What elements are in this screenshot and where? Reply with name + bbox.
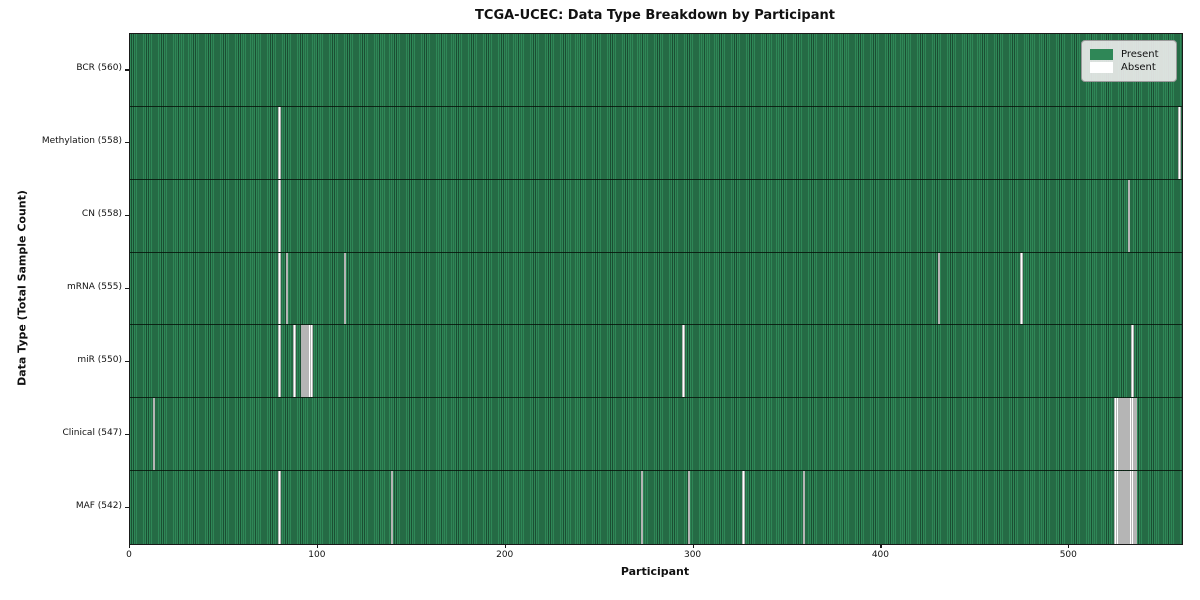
absent-cell xyxy=(1133,471,1136,544)
heatmap-row-clinical xyxy=(130,398,1182,472)
absent-cell xyxy=(285,252,289,325)
y-tick-label-mrna: mRNA (555) xyxy=(67,282,122,292)
y-tick-mark xyxy=(125,506,129,508)
y-tick-mark xyxy=(125,215,129,217)
absent-cell xyxy=(1131,325,1134,398)
absent-cell xyxy=(1118,398,1121,471)
heatmap-row-bcr xyxy=(130,34,1182,107)
absent-cell xyxy=(306,325,309,398)
absent-cell xyxy=(742,471,745,544)
absent-cell xyxy=(1120,471,1123,544)
absent-cell xyxy=(1118,471,1121,544)
x-tick-label: 400 xyxy=(871,550,890,560)
absent-swatch-icon xyxy=(1090,62,1113,73)
x-tick-mark xyxy=(504,544,506,548)
x-tick-label: 500 xyxy=(1059,550,1077,560)
x-axis-label: Participant xyxy=(620,565,690,578)
absent-cell xyxy=(1131,471,1134,544)
absent-cell xyxy=(1120,398,1123,471)
absent-cell xyxy=(640,471,644,544)
absent-cell xyxy=(1114,398,1117,471)
heatmap-row-mir xyxy=(130,325,1182,399)
chart-title: TCGA-UCEC: Data Type Breakdown by Partic… xyxy=(475,8,835,23)
x-tick-label: 0 xyxy=(126,550,132,560)
absent-cell xyxy=(278,252,281,325)
absent-cell xyxy=(937,252,941,325)
absent-cell xyxy=(344,252,347,325)
x-tick-mark xyxy=(1068,544,1070,548)
absent-cell xyxy=(278,106,281,179)
heatmap-row-cn xyxy=(130,179,1182,253)
absent-cell xyxy=(1127,471,1130,544)
absent-cell xyxy=(278,179,281,252)
absent-cell xyxy=(1121,471,1125,544)
absent-cell xyxy=(1125,471,1128,544)
absent-cell xyxy=(1116,398,1119,471)
y-tick-label-maf: MAF (542) xyxy=(75,500,122,511)
y-tick-mark xyxy=(125,288,129,290)
absent-cell xyxy=(310,325,313,398)
absent-cell xyxy=(278,471,281,544)
x-tick-label: 200 xyxy=(496,550,514,560)
absent-cell xyxy=(1178,106,1181,179)
legend-label-present: Present xyxy=(1121,49,1159,60)
x-tick-label: 100 xyxy=(308,550,326,560)
absent-cell xyxy=(687,471,691,544)
absent-cell xyxy=(1020,252,1023,325)
x-tick-mark xyxy=(880,544,882,548)
absent-cell xyxy=(300,325,304,398)
absent-cell xyxy=(1131,398,1134,471)
heatmap-row-methylation xyxy=(130,106,1182,180)
absent-cell xyxy=(1125,398,1128,471)
x-tick-mark xyxy=(316,544,319,548)
x-tick-label: 300 xyxy=(683,550,702,560)
absent-cell xyxy=(278,325,281,398)
present-swatch-icon xyxy=(1090,49,1113,60)
absent-cell xyxy=(302,325,306,398)
absent-cell xyxy=(308,325,311,398)
x-tick-mark xyxy=(129,544,131,548)
absent-cell xyxy=(1114,471,1117,544)
heatmap-plot-area xyxy=(129,33,1183,545)
legend: Present Absent xyxy=(1081,40,1177,82)
y-tick-mark xyxy=(125,433,129,435)
absent-cell xyxy=(1135,471,1138,544)
y-tick-mark xyxy=(125,69,129,71)
heatmap-row-mrna xyxy=(130,252,1182,326)
absent-cell xyxy=(1123,398,1127,471)
absent-cell xyxy=(1116,471,1119,544)
y-tick-mark xyxy=(125,142,129,144)
absent-cell xyxy=(1135,398,1138,471)
absent-cell xyxy=(152,398,155,471)
x-tick-mark xyxy=(692,544,694,548)
legend-item-present: Present xyxy=(1090,49,1168,60)
y-tick-label-mir: miR (550) xyxy=(77,354,122,365)
y-tick-mark xyxy=(125,360,129,363)
absent-cell xyxy=(1133,398,1136,471)
absent-cell xyxy=(304,325,307,398)
y-tick-label-clinical: Clinical (547) xyxy=(62,427,122,438)
absent-cell xyxy=(1127,398,1130,471)
y-axis-label: Data Type (Total Sample Count) xyxy=(15,190,29,386)
absent-cell xyxy=(1129,398,1132,471)
absent-cell xyxy=(391,471,394,544)
legend-item-absent: Absent xyxy=(1090,62,1168,73)
absent-cell xyxy=(1127,179,1130,252)
absent-cell xyxy=(1123,471,1127,544)
y-tick-label-cn: CN (558) xyxy=(81,209,122,220)
y-tick-label-methylation: Methylation (558) xyxy=(41,136,122,147)
absent-cell xyxy=(293,325,296,398)
absent-cell xyxy=(802,471,805,544)
absent-cell xyxy=(682,325,685,398)
absent-cell xyxy=(1121,398,1125,471)
y-tick-label-bcr: BCR (560) xyxy=(76,63,122,74)
legend-label-absent: Absent xyxy=(1121,62,1156,73)
absent-cell xyxy=(1129,471,1132,544)
heatmap-row-maf xyxy=(130,471,1182,544)
